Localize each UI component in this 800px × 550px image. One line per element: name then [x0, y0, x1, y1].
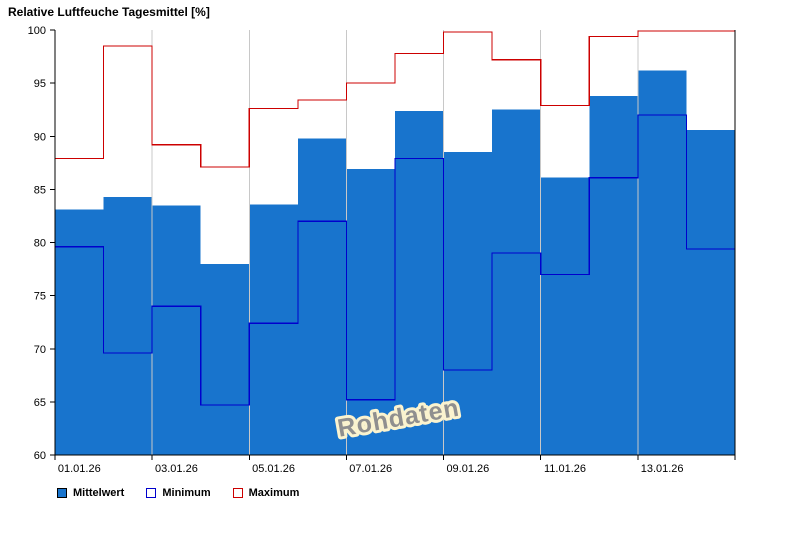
- legend-swatch-maximum-icon: [232, 488, 243, 498]
- x-axis-tick-label: 13.01.26: [641, 463, 684, 475]
- x-axis-tick-label: 05.01.26: [252, 463, 295, 475]
- bar-day-6: [297, 138, 347, 455]
- bar-day-10: [492, 109, 541, 455]
- y-axis-tick-label: 90: [34, 131, 46, 143]
- x-axis-tick-label: 01.01.26: [58, 463, 101, 475]
- y-axis-tick-label: 85: [34, 184, 46, 196]
- chart-title: Relative Luftfeuche Tagesmittel [%]: [8, 5, 210, 19]
- y-axis-tick-label: 80: [34, 238, 46, 250]
- axes-layer: [50, 29, 736, 460]
- legend-item-maximum: Maximum: [232, 487, 300, 499]
- y-axis-tick-label: 95: [34, 78, 46, 90]
- legend-item-mittelwert: Mittelwert: [57, 487, 124, 499]
- y-axis-tick-label: 70: [34, 344, 46, 356]
- x-axis-tick-label: 11.01.26: [544, 463, 586, 475]
- legend-item-minimum: Minimum: [146, 487, 211, 499]
- bar-day-12: [589, 95, 638, 456]
- bar-day-11: [540, 177, 590, 455]
- x-axis-tick-label: 07.01.26: [349, 463, 392, 475]
- bar-day-2: [103, 196, 153, 455]
- y-axis-tick-label: 65: [34, 397, 46, 409]
- bar-day-8: [395, 110, 444, 455]
- x-axis-tick-label: 09.01.26: [446, 463, 489, 475]
- bars-layer: [55, 70, 735, 456]
- y-axis-tick-label: 60: [34, 450, 46, 462]
- bar-day-13: [637, 70, 687, 456]
- y-axis-tick-label: 100: [28, 25, 46, 37]
- step-line-maximum: [55, 30, 735, 168]
- legend-swatch-minimum-icon: [146, 488, 157, 498]
- bar-day-5: [249, 204, 298, 455]
- y-axis-tick-label: 75: [34, 291, 46, 303]
- legend-swatch-mittelwert-icon: [57, 488, 67, 498]
- bar-day-1: [55, 209, 104, 455]
- bar-day-9: [443, 152, 493, 455]
- legend-label-maximum: Maximum: [248, 487, 300, 499]
- bar-day-7: [346, 169, 395, 455]
- legend-label-mittelwert: Mittelwert: [73, 487, 125, 499]
- step-line-minimum: [55, 114, 735, 406]
- chart-legend: Mittelwert Minimum Maximum: [57, 487, 299, 499]
- legend-label-minimum: Minimum: [162, 487, 211, 499]
- x-axis-tick-label: 03.01.26: [155, 463, 198, 475]
- bar-day-14: [686, 129, 735, 455]
- bar-day-4: [200, 263, 250, 455]
- bar-day-3: [152, 205, 201, 455]
